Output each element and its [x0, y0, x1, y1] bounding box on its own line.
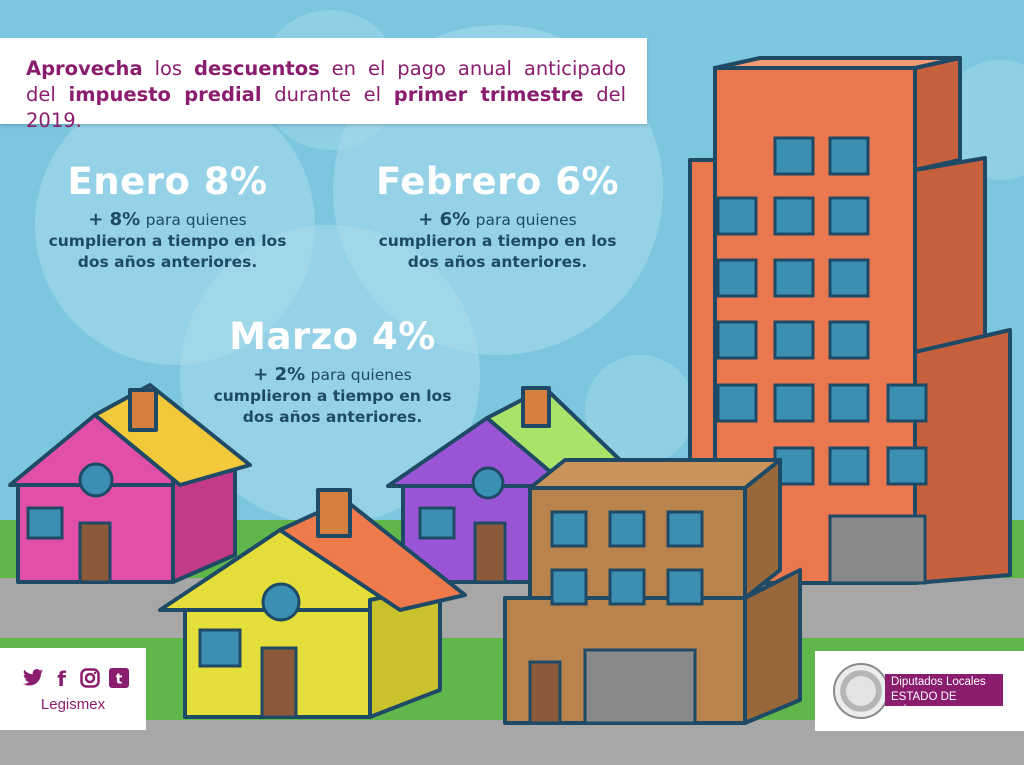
facebook-icon[interactable]: f: [57, 667, 66, 691]
month-title: Enero 8%: [67, 160, 268, 203]
discount-january: Enero 8% + 8% para quienes cumplieron a …: [30, 160, 305, 273]
garage-door: [828, 514, 927, 585]
twitter-icon[interactable]: [22, 668, 44, 690]
social-handle[interactable]: Legismex: [40, 696, 106, 713]
month-title: Marzo 4%: [229, 315, 436, 358]
discount-march: Marzo 4% + 2% para quienes cumplieron a …: [195, 315, 470, 428]
garage-door-small: [583, 648, 697, 725]
tumblr-icon[interactable]: t: [108, 668, 130, 690]
discount-february: Febrero 6% + 6% para quienes cumplieron …: [345, 160, 650, 273]
bubble-3: [180, 225, 480, 525]
month-description: + 6% para quienes cumplieron a tiempo en…: [378, 209, 617, 271]
month-description: + 8% para quienes cumplieron a tiempo en…: [48, 209, 287, 271]
social-panel: f t Legismex: [0, 648, 146, 730]
svg-text:t: t: [116, 672, 123, 688]
instagram-icon[interactable]: [79, 668, 101, 690]
pink-house: [8, 383, 252, 584]
month-description: + 2% para quienes cumplieron a tiempo en…: [213, 364, 452, 426]
headline-text: Aprovecha los descuentos en el pago anua…: [26, 57, 627, 132]
headline-banner: Aprovecha los descuentos en el pago anua…: [0, 38, 647, 132]
institution-logo: Diputados Locales ESTADO DE MÉXICO: [815, 651, 1024, 731]
seal-icon: [833, 663, 889, 719]
institution-name: Diputados Locales ESTADO DE MÉXICO: [885, 674, 1003, 718]
month-title: Febrero 6%: [375, 160, 620, 203]
